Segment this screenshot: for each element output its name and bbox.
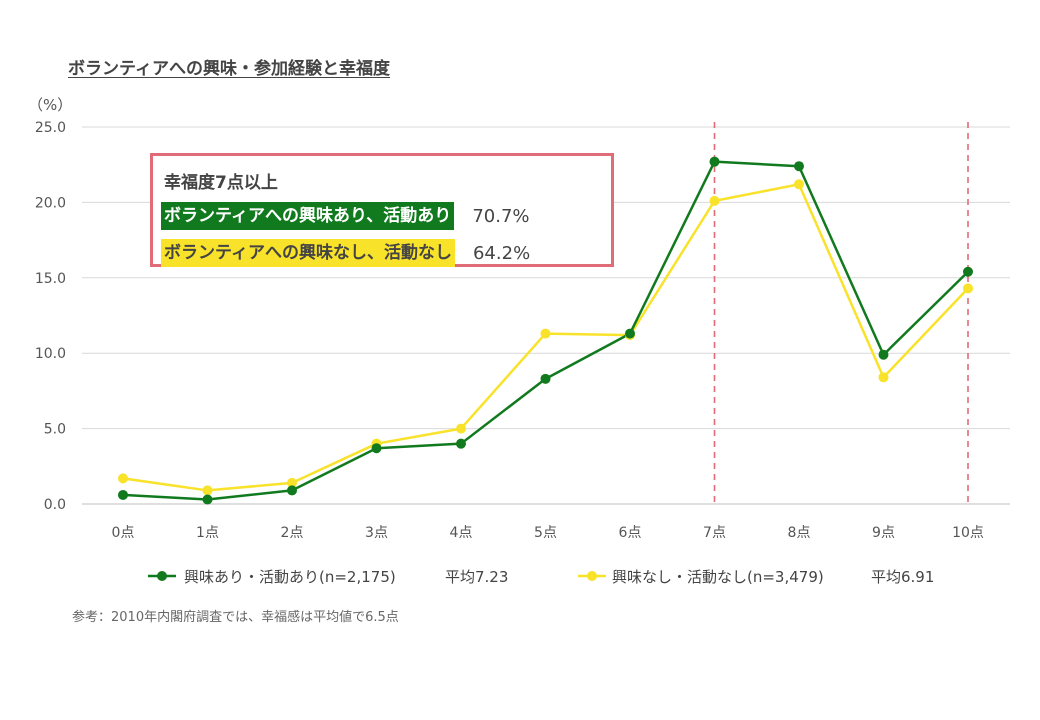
data-point <box>794 161 804 172</box>
legend-average: 平均7.23 <box>445 568 508 586</box>
data-point <box>709 195 720 206</box>
data-point <box>540 328 551 339</box>
x-tick-label: 8点 <box>788 525 811 541</box>
chart-title: ボランティアへの興味・参加経験と幸福度 <box>68 59 390 79</box>
data-point <box>709 156 720 167</box>
callout-label-interest-no: ボランティアへの興味なし、活動なし <box>161 239 455 267</box>
data-point <box>540 373 551 384</box>
data-point <box>371 443 382 454</box>
x-tick-label: 5点 <box>534 525 557 541</box>
x-tick-label: 1点 <box>196 525 219 541</box>
x-tick-label: 6点 <box>619 525 642 541</box>
legend-label: 興味あり・活動あり(n=2,175) <box>184 568 396 586</box>
callout-label-interest-yes: ボランティアへの興味あり、活動あり <box>161 202 455 230</box>
y-tick-label: 0.0 <box>44 497 66 513</box>
data-point <box>456 438 466 449</box>
data-point <box>118 473 128 484</box>
x-tick-label: 0点 <box>112 525 135 541</box>
callout-value-interest-no: 64.2% <box>472 242 531 264</box>
x-tick-label: 3点 <box>365 525 388 541</box>
x-tick-label: 9点 <box>872 525 895 541</box>
callout-value-interest-yes: 70.7% <box>472 205 530 227</box>
y-tick-label: 10.0 <box>35 346 66 362</box>
legend-swatch-marker <box>587 571 597 581</box>
callout-row-interest-no: ボランティアへの興味なし、活動なし 64.2% <box>161 238 530 268</box>
data-point <box>202 485 213 496</box>
data-point <box>118 489 128 500</box>
legend-average: 平均6.91 <box>871 568 934 586</box>
y-tick-label: 5.0 <box>44 422 66 438</box>
y-tick-label: 15.0 <box>35 271 66 287</box>
data-point <box>963 266 973 277</box>
y-axis-unit-label: （%） <box>28 96 73 114</box>
y-tick-label: 25.0 <box>35 120 66 136</box>
data-point <box>287 477 297 488</box>
data-point <box>456 423 466 434</box>
reference-note: 参考：2010年内閣府調査では、幸福感は平均値で6.5点 <box>72 610 399 625</box>
legend-swatch-marker <box>157 571 167 581</box>
x-tick-label: 4点 <box>450 525 473 541</box>
data-point <box>963 283 973 294</box>
data-point <box>287 485 297 496</box>
data-point <box>794 179 804 190</box>
data-point <box>625 328 635 339</box>
legend-label: 興味なし・活動なし(n=3,479) <box>612 568 824 586</box>
x-tick-label: 10点 <box>952 525 984 541</box>
high-happiness-callout: 幸福度7点以上 ボランティアへの興味あり、活動あり 70.7% ボランティアへの… <box>150 153 614 267</box>
data-point <box>878 349 889 360</box>
data-point <box>202 494 213 505</box>
y-tick-label: 20.0 <box>35 195 66 211</box>
data-point <box>878 372 889 383</box>
callout-heading: 幸福度7点以上 <box>164 173 278 193</box>
callout-row-interest-yes: ボランティアへの興味あり、活動あり 70.7% <box>161 201 530 231</box>
x-tick-label: 7点 <box>703 525 726 541</box>
x-tick-label: 2点 <box>281 525 304 541</box>
